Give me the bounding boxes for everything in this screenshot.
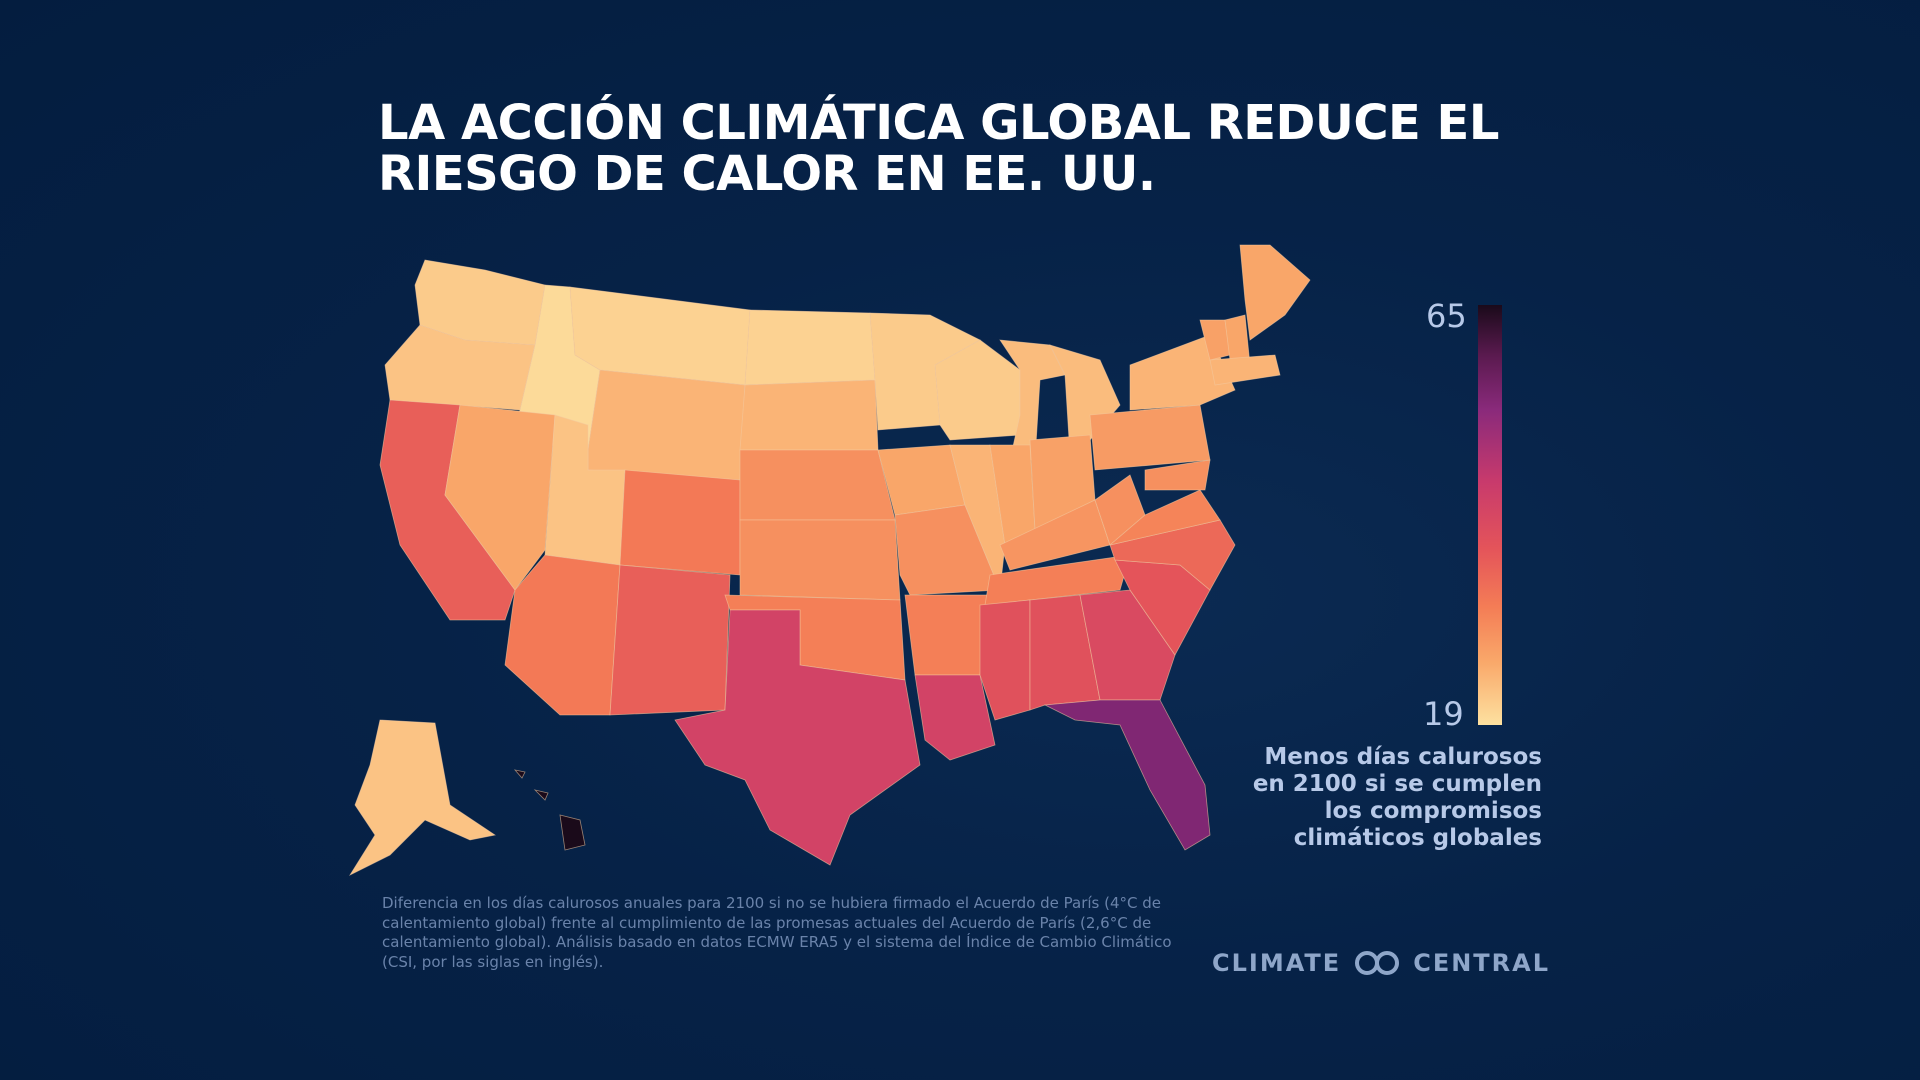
climate-central-logo: CLIMATE CENTRAL [1212, 945, 1550, 981]
state-ND [744, 309, 876, 386]
legend-max-label: 65 [1426, 297, 1467, 335]
page-title: LA ACCIÓN CLIMÁTICA GLOBAL REDUCE EL RIE… [378, 98, 1578, 200]
footnote-line: (CSI, por las siglas en inglés). [382, 952, 604, 971]
map-svg [348, 244, 1311, 876]
state-GA [1079, 589, 1176, 701]
footnote-line: calentamiento global) frente al cumplimi… [382, 913, 1152, 932]
state-SD [739, 379, 879, 451]
state-CO [619, 469, 741, 576]
logo-text-right: CENTRAL [1413, 949, 1551, 977]
logo-text-left: CLIMATE [1212, 949, 1342, 977]
source-footnote: Diferencia en los días calurosos anuales… [382, 894, 1202, 972]
us-choropleth-map [330, 244, 1370, 885]
state-MO [894, 504, 1001, 596]
state-MA [1209, 354, 1281, 386]
state-WY [587, 369, 746, 481]
title-line-2: RIESGO DE CALOR EN EE. UU. [378, 146, 1156, 202]
climate-central-logo-icon [1351, 949, 1403, 977]
legend-caption: Menos días calurosos en 2100 si se cumpl… [1242, 744, 1542, 852]
state-AK [348, 719, 497, 876]
footnote-line: Diferencia en los días calurosos anuales… [382, 894, 1162, 912]
state-KS [739, 519, 901, 601]
legend-min-label: 19 [1423, 695, 1464, 733]
state-AR [904, 594, 991, 676]
state-MS [979, 599, 1031, 721]
state-TX [674, 609, 921, 866]
state-TN [984, 554, 1131, 606]
state-HI [513, 769, 586, 851]
state-NE [739, 449, 896, 521]
state-IL [949, 444, 1006, 591]
state-PA [1089, 404, 1211, 471]
state-NM [609, 564, 731, 716]
state-ME [1239, 244, 1311, 341]
title-line-1: LA ACCIÓN CLIMÁTICA GLOBAL REDUCE EL [378, 95, 1499, 151]
state-FL [1043, 699, 1211, 851]
legend-color-bar [1478, 305, 1502, 725]
legend-caption-line: los compromisos [1324, 798, 1542, 824]
legend-caption-line: Menos días calurosos [1264, 744, 1542, 770]
state-NV [444, 404, 556, 591]
state-LA [914, 674, 996, 761]
legend-caption-line: climáticos globales [1293, 825, 1542, 851]
legend-caption-line: en 2100 si se cumplen [1252, 771, 1542, 797]
footnote-line: calentamiento global). Análisis basado e… [382, 933, 1172, 951]
state-MD [1144, 459, 1211, 491]
